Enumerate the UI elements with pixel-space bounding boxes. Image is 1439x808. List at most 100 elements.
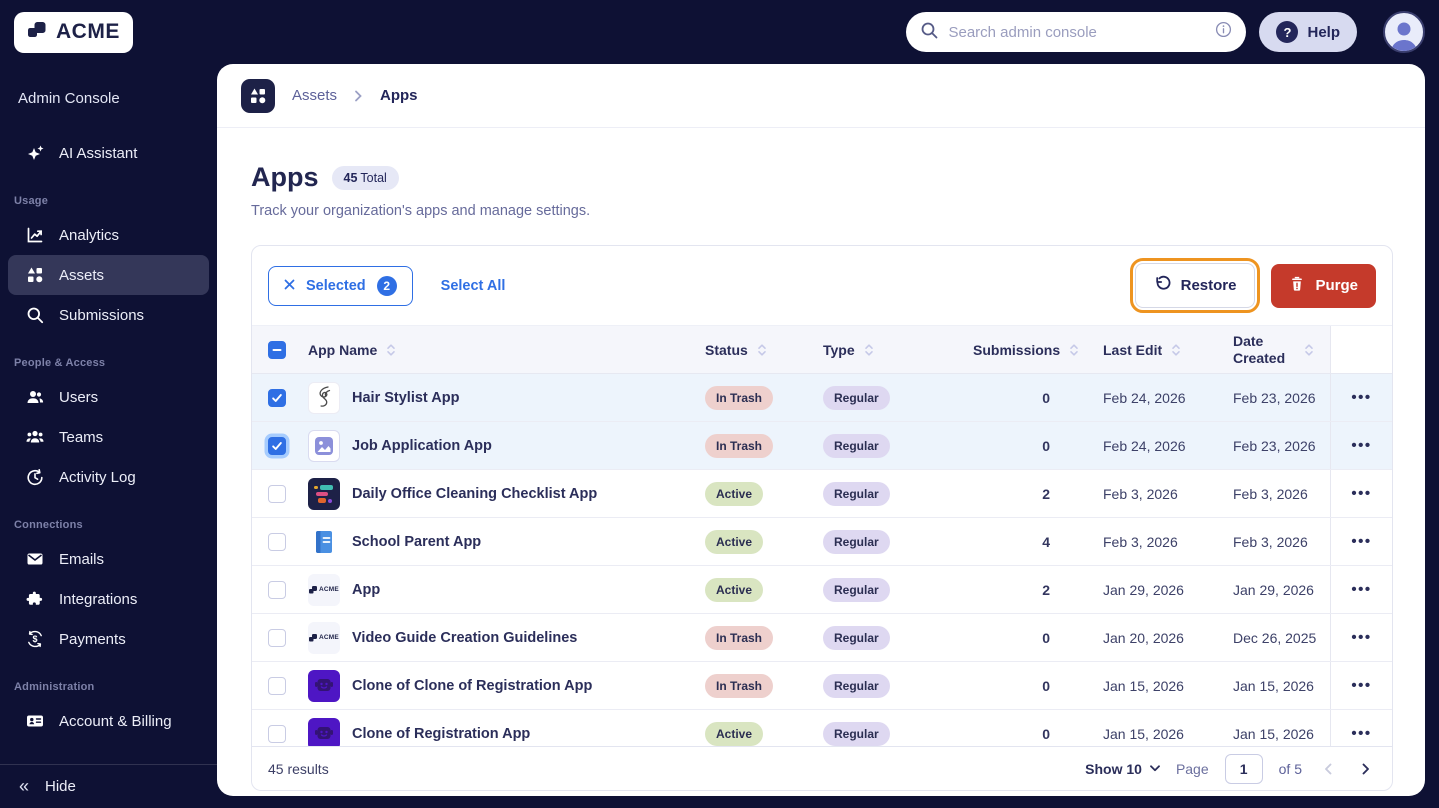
select-all-button[interactable]: Select All bbox=[440, 277, 506, 294]
last-edit-date: Jan 15, 2026 bbox=[1103, 725, 1184, 742]
total-count-badge: 45 Total bbox=[331, 165, 399, 190]
user-avatar[interactable] bbox=[1383, 11, 1425, 53]
last-edit-date: Jan 15, 2026 bbox=[1103, 677, 1184, 694]
sidebar-item-submissions[interactable]: Submissions bbox=[8, 295, 209, 335]
table-row: Clone of Registration App Active Regular… bbox=[252, 710, 1392, 746]
svg-text:$: $ bbox=[32, 634, 37, 644]
sidebar-item-ai-assistant[interactable]: AI Assistant bbox=[8, 133, 209, 173]
sidebar-item-teams[interactable]: Teams bbox=[8, 417, 209, 457]
app-name-link[interactable]: Hair Stylist App bbox=[352, 389, 460, 406]
selection-toolbar: Selected 2 Select All Restore bbox=[252, 246, 1392, 326]
chevron-right-icon bbox=[354, 90, 363, 102]
sidebar-item-label: Payments bbox=[59, 630, 126, 648]
close-icon bbox=[284, 278, 295, 294]
last-edit-date: Jan 20, 2026 bbox=[1103, 629, 1184, 646]
search-icon bbox=[920, 21, 938, 44]
column-header-date-created[interactable]: Date Created bbox=[1220, 333, 1330, 366]
row-actions-menu[interactable]: ••• bbox=[1351, 581, 1372, 598]
sidebar-item-label: Assets bbox=[59, 266, 105, 284]
column-header-last-edit[interactable]: Last Edit bbox=[1090, 342, 1220, 358]
app-name-link[interactable]: Daily Office Cleaning Checklist App bbox=[352, 485, 598, 502]
search-input[interactable] bbox=[948, 23, 1206, 41]
row-actions-menu[interactable]: ••• bbox=[1351, 629, 1372, 646]
page-number-input[interactable] bbox=[1224, 753, 1263, 784]
row-checkbox[interactable] bbox=[268, 484, 286, 503]
app-name-link[interactable]: App bbox=[352, 581, 381, 598]
sidebar-item-label: AI Assistant bbox=[59, 144, 138, 162]
next-page-button[interactable] bbox=[1355, 759, 1376, 779]
help-button[interactable]: ? Help bbox=[1259, 12, 1357, 52]
submissions-count: 0 bbox=[1042, 725, 1050, 742]
table-row: Daily Office Cleaning Checklist App Acti… bbox=[252, 470, 1392, 518]
app-name-link[interactable]: Clone of Registration App bbox=[352, 725, 531, 742]
row-checkbox[interactable] bbox=[268, 436, 286, 455]
collapse-icon: « bbox=[19, 776, 30, 796]
sidebar-item-account-billing[interactable]: Account & Billing bbox=[8, 701, 209, 741]
top-bar: ACME ? Help bbox=[0, 0, 1439, 64]
restore-button[interactable]: Restore bbox=[1129, 258, 1261, 313]
row-actions-menu[interactable]: ••• bbox=[1351, 389, 1372, 406]
sidebar-item-label: Integrations bbox=[59, 590, 138, 608]
row-checkbox[interactable] bbox=[268, 580, 286, 599]
row-actions-menu[interactable]: ••• bbox=[1351, 725, 1372, 742]
app-name-link[interactable]: Job Application App bbox=[352, 437, 492, 454]
sidebar-item-emails[interactable]: Emails bbox=[8, 539, 209, 579]
sort-icon bbox=[864, 343, 873, 356]
acme-logo[interactable]: ACME bbox=[14, 11, 133, 53]
table-row: Job Application App In Trash Regular 0 F… bbox=[252, 422, 1392, 470]
school-parent-app-icon bbox=[308, 526, 340, 558]
purge-button[interactable]: Purge bbox=[1271, 263, 1376, 308]
sidebar-section-people: People & Access bbox=[14, 357, 106, 369]
table-body: Hair Stylist App In Trash Regular 0 Feb … bbox=[252, 374, 1392, 746]
sidebar-item-users[interactable]: Users bbox=[8, 377, 209, 417]
submissions-count: 0 bbox=[1042, 389, 1050, 406]
column-header-submissions[interactable]: Submissions bbox=[970, 342, 1090, 358]
app-name-link[interactable]: School Parent App bbox=[352, 533, 482, 550]
table-row: Hair Stylist App In Trash Regular 0 Feb … bbox=[252, 374, 1392, 422]
row-checkbox[interactable] bbox=[268, 532, 286, 551]
trash-icon bbox=[1289, 276, 1305, 296]
row-checkbox[interactable] bbox=[268, 724, 286, 743]
previous-page-button[interactable] bbox=[1318, 759, 1339, 779]
page-title: Apps bbox=[251, 162, 319, 192]
table-row: ACME Video Guide Creation Guidelines In … bbox=[252, 614, 1392, 662]
app-name-link[interactable]: Video Guide Creation Guidelines bbox=[352, 629, 578, 646]
clear-selection-button[interactable]: Selected 2 bbox=[268, 265, 413, 306]
app-name-link[interactable]: Clone of Clone of Registration App bbox=[352, 677, 593, 694]
status-badge: In Trash bbox=[705, 433, 774, 458]
type-badge: Regular bbox=[823, 529, 890, 554]
breadcrumb-assets-link[interactable]: Assets bbox=[292, 87, 338, 104]
search-icon bbox=[26, 306, 44, 324]
registration-app-icon bbox=[308, 669, 340, 702]
row-checkbox[interactable] bbox=[268, 388, 286, 407]
sidebar-item-assets[interactable]: Assets bbox=[8, 255, 209, 295]
select-all-checkbox[interactable] bbox=[268, 340, 286, 359]
restore-label: Restore bbox=[1180, 277, 1237, 294]
sidebar-item-payments[interactable]: $ Payments bbox=[8, 619, 209, 659]
users-icon bbox=[26, 388, 44, 406]
sidebar-item-label: Teams bbox=[59, 428, 104, 446]
puzzle-icon bbox=[26, 590, 44, 608]
teams-icon bbox=[26, 428, 44, 446]
column-header-type[interactable]: Type bbox=[820, 342, 970, 358]
page-size-select[interactable]: Show 10 bbox=[1085, 761, 1160, 777]
row-actions-menu[interactable]: ••• bbox=[1351, 677, 1372, 694]
breadcrumb: Assets Apps bbox=[217, 64, 1425, 128]
row-checkbox[interactable] bbox=[268, 628, 286, 647]
info-icon[interactable] bbox=[1215, 21, 1232, 43]
column-header-status[interactable]: Status bbox=[702, 342, 820, 358]
row-actions-menu[interactable]: ••• bbox=[1351, 485, 1372, 502]
row-actions-menu[interactable]: ••• bbox=[1351, 437, 1372, 454]
sidebar-item-integrations[interactable]: Integrations bbox=[8, 579, 209, 619]
sidebar-item-activity-log[interactable]: Activity Log bbox=[8, 457, 209, 497]
row-checkbox[interactable] bbox=[268, 676, 286, 695]
table-header-row: App Name Status Type Submissions Last Ed… bbox=[252, 326, 1392, 374]
sort-icon bbox=[1305, 343, 1313, 356]
column-header-app-name[interactable]: App Name bbox=[308, 342, 702, 358]
sidebar-item-analytics[interactable]: Analytics bbox=[8, 215, 209, 255]
sidebar-hide-button[interactable]: « Hide bbox=[0, 764, 217, 808]
date-created: Feb 23, 2026 bbox=[1233, 437, 1316, 454]
last-edit-date: Feb 3, 2026 bbox=[1103, 533, 1178, 550]
submissions-count: 4 bbox=[1042, 533, 1050, 550]
row-actions-menu[interactable]: ••• bbox=[1351, 533, 1372, 550]
